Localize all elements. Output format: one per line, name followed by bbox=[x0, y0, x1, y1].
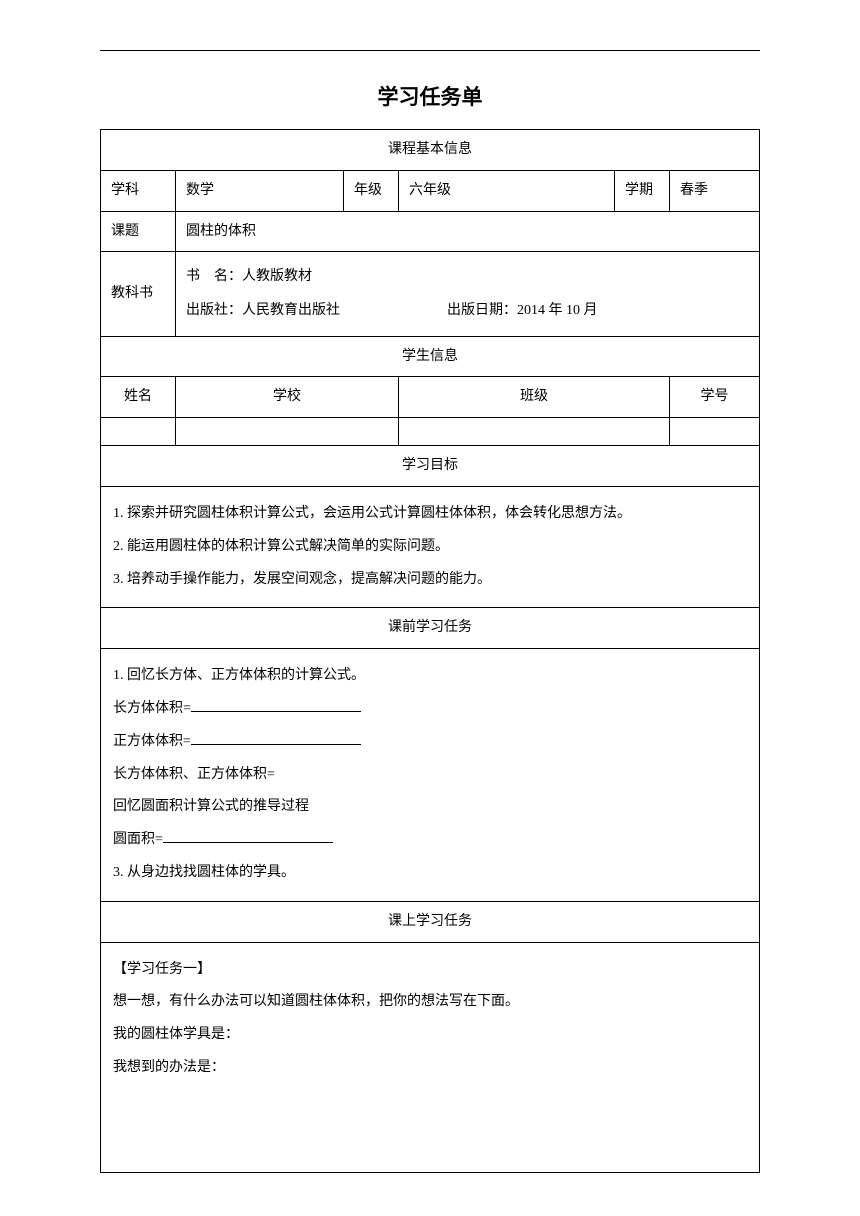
number-input[interactable] bbox=[670, 418, 760, 446]
pre-task-header: 课前学习任务 bbox=[101, 608, 760, 649]
cube-volume-label: 正方体体积= bbox=[113, 734, 191, 749]
subject-label: 学科 bbox=[101, 170, 176, 211]
objectives-header: 学习目标 bbox=[101, 446, 760, 487]
class-label: 班级 bbox=[399, 377, 670, 418]
topic-label: 课题 bbox=[101, 211, 176, 252]
task1-title: 【学习任务一】 bbox=[113, 955, 747, 986]
cube-blank[interactable] bbox=[191, 731, 361, 745]
objective-3: 3. 培养动手操作能力，发展空间观念，提高解决问题的能力。 bbox=[113, 565, 747, 596]
grade-value: 六年级 bbox=[399, 170, 615, 211]
both-volume-label: 长方体体积、正方体体积= bbox=[113, 760, 747, 791]
pub-date-value: 2014 年 10 月 bbox=[517, 303, 598, 318]
student-info-header: 学生信息 bbox=[101, 336, 760, 377]
book-name-label: 书 名： bbox=[186, 269, 242, 284]
pre-task-1: 1. 回忆长方体、正方体体积的计算公式。 bbox=[113, 661, 747, 692]
book-name-value: 人教版教材 bbox=[242, 269, 312, 284]
term-label: 学期 bbox=[615, 170, 670, 211]
name-label: 姓名 bbox=[101, 377, 176, 418]
my-method: 我想到的办法是： bbox=[113, 1053, 747, 1084]
objectives-content: 1. 探索并研究圆柱体积计算公式，会运用公式计算圆柱体体积，体会转化思想方法。 … bbox=[101, 486, 760, 607]
school-input[interactable] bbox=[176, 418, 399, 446]
textbook-value: 书 名：人教版教材 出版社：人民教育出版社 出版日期：2014 年 10 月 bbox=[176, 252, 760, 336]
grade-label: 年级 bbox=[344, 170, 399, 211]
cuboid-volume-label: 长方体体积= bbox=[113, 701, 191, 716]
topic-value: 圆柱的体积 bbox=[176, 211, 760, 252]
basic-info-header: 课程基本信息 bbox=[101, 130, 760, 171]
term-value: 春季 bbox=[670, 170, 760, 211]
subject-value: 数学 bbox=[176, 170, 344, 211]
my-tool: 我的圆柱体学具是： bbox=[113, 1020, 747, 1051]
circle-area-label: 圆面积= bbox=[113, 832, 163, 847]
pre-task-content: 1. 回忆长方体、正方体体积的计算公式。 长方体体积= 正方体体积= 长方体体积… bbox=[101, 649, 760, 902]
in-class-content: 【学习任务一】 想一想，有什么办法可以知道圆柱体体积，把你的想法写在下面。 我的… bbox=[101, 942, 760, 1172]
school-label: 学校 bbox=[176, 377, 399, 418]
in-class-header: 课上学习任务 bbox=[101, 901, 760, 942]
page-title: 学习任务单 bbox=[100, 81, 760, 111]
objective-1: 1. 探索并研究圆柱体积计算公式，会运用公式计算圆柱体体积，体会转化思想方法。 bbox=[113, 499, 747, 530]
textbook-label: 教科书 bbox=[101, 252, 176, 336]
worksheet-table: 课程基本信息 学科 数学 年级 六年级 学期 春季 课题 圆柱的体积 教科书 书… bbox=[100, 129, 760, 1173]
publisher-value: 人民教育出版社 bbox=[242, 303, 340, 318]
class-input[interactable] bbox=[399, 418, 670, 446]
top-divider bbox=[100, 50, 760, 51]
publisher-label: 出版社： bbox=[186, 303, 242, 318]
task1-prompt: 想一想，有什么办法可以知道圆柱体体积，把你的想法写在下面。 bbox=[113, 987, 747, 1018]
recall-circle: 回忆圆面积计算公式的推导过程 bbox=[113, 792, 747, 823]
name-input[interactable] bbox=[101, 418, 176, 446]
objective-2: 2. 能运用圆柱体的体积计算公式解决简单的实际问题。 bbox=[113, 532, 747, 563]
cuboid-blank[interactable] bbox=[191, 698, 361, 712]
circle-blank[interactable] bbox=[163, 829, 333, 843]
pub-date-label: 出版日期： bbox=[447, 303, 517, 318]
pre-task-3: 3. 从身边找找圆柱体的学具。 bbox=[113, 858, 747, 889]
number-label: 学号 bbox=[670, 377, 760, 418]
